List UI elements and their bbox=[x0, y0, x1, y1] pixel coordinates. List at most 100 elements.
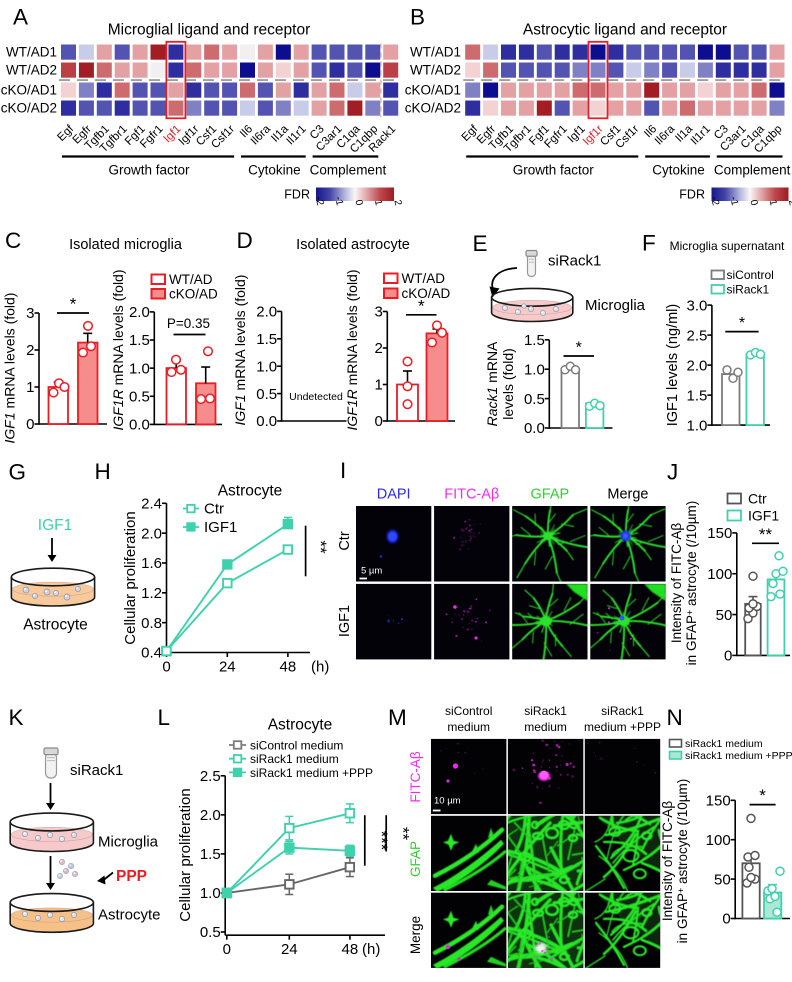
svg-text:0.5: 0.5 bbox=[524, 391, 545, 408]
svg-text:siRack1: siRack1 bbox=[524, 704, 567, 718]
svg-text:cKO/AD: cKO/AD bbox=[402, 286, 451, 301]
svg-text:3.0: 3.0 bbox=[687, 297, 708, 314]
svg-text:150: 150 bbox=[707, 525, 732, 542]
svg-text:FDR: FDR bbox=[284, 188, 310, 202]
svg-text:0.0: 0.0 bbox=[524, 420, 545, 437]
svg-text:24: 24 bbox=[281, 941, 298, 958]
svg-text:150: 150 bbox=[706, 793, 731, 810]
svg-text:1.0: 1.0 bbox=[129, 360, 150, 377]
svg-text:siRack1: siRack1 bbox=[601, 704, 644, 718]
svg-text:Complement: Complement bbox=[714, 163, 791, 178]
svg-text:1.0: 1.0 bbox=[200, 885, 221, 902]
svg-text:WT/AD2: WT/AD2 bbox=[410, 63, 461, 78]
svg-text:IGF1: IGF1 bbox=[204, 519, 237, 536]
svg-text:2: 2 bbox=[374, 340, 382, 357]
svg-text:cKO/AD1: cKO/AD1 bbox=[405, 83, 461, 98]
svg-text:Astrocytic ligand and receptor: Astrocytic ligand and receptor bbox=[523, 22, 727, 39]
svg-text:1.5: 1.5 bbox=[524, 332, 545, 349]
svg-text:3: 3 bbox=[26, 305, 34, 322]
svg-text:IGF1: IGF1 bbox=[38, 517, 72, 534]
svg-text:in GFAP+ astrocyte (/10µm): in GFAP+ astrocyte (/10µm) bbox=[684, 501, 699, 666]
svg-text:GFAP: GFAP bbox=[408, 841, 423, 877]
svg-text:(h): (h) bbox=[362, 941, 380, 958]
svg-text:WT/AD1: WT/AD1 bbox=[6, 45, 57, 60]
svg-text:A: A bbox=[13, 5, 28, 30]
svg-text:IGF1 mRNA levels (fold): IGF1 mRNA levels (fold) bbox=[2, 293, 18, 444]
svg-text:*: * bbox=[759, 786, 766, 805]
svg-text:0: 0 bbox=[724, 648, 732, 665]
svg-text:Isolated astrocyte: Isolated astrocyte bbox=[296, 237, 410, 253]
svg-text:0.4: 0.4 bbox=[141, 645, 162, 662]
svg-text:3: 3 bbox=[374, 304, 382, 321]
svg-text:medium +PPP: medium +PPP bbox=[584, 720, 661, 734]
svg-text:Astrocyte: Astrocyte bbox=[98, 907, 161, 924]
svg-text:0.8: 0.8 bbox=[141, 615, 162, 632]
svg-text:levels (fold): levels (fold) bbox=[500, 348, 516, 420]
svg-text:50: 50 bbox=[714, 871, 731, 888]
svg-text:Ctr: Ctr bbox=[748, 491, 767, 507]
svg-text:siRack1 medium: siRack1 medium bbox=[250, 752, 339, 766]
svg-text:1.2: 1.2 bbox=[141, 585, 162, 602]
svg-text:IGF1 mRNA levels (fold): IGF1 mRNA levels (fold) bbox=[232, 275, 248, 426]
svg-text:WT/AD: WT/AD bbox=[169, 272, 213, 287]
svg-text:48: 48 bbox=[280, 659, 297, 676]
svg-text:2.4: 2.4 bbox=[141, 496, 162, 513]
svg-text:Isolated microglia: Isolated microglia bbox=[69, 237, 183, 253]
svg-text:50: 50 bbox=[716, 607, 733, 624]
svg-text:0.5: 0.5 bbox=[129, 388, 150, 405]
svg-text:(h): (h) bbox=[311, 659, 329, 676]
svg-text:1.0: 1.0 bbox=[256, 358, 277, 375]
svg-text:IGF1: IGF1 bbox=[748, 508, 779, 524]
svg-text:1.0: 1.0 bbox=[524, 361, 545, 378]
svg-text:siControl: siControl bbox=[727, 268, 774, 282]
svg-text:E: E bbox=[473, 231, 488, 256]
svg-text:1: 1 bbox=[26, 379, 34, 396]
svg-text:0: 0 bbox=[722, 911, 730, 928]
svg-text:D: D bbox=[237, 228, 253, 253]
svg-text:Merge: Merge bbox=[408, 916, 423, 954]
svg-text:2.5: 2.5 bbox=[687, 327, 708, 344]
svg-text:0: 0 bbox=[374, 413, 382, 430]
svg-text:siRack1: siRack1 bbox=[727, 283, 770, 297]
svg-text:2.0: 2.0 bbox=[200, 807, 221, 824]
svg-text:siRack1 medium: siRack1 medium bbox=[685, 738, 763, 750]
svg-text:*: * bbox=[70, 295, 77, 314]
svg-text:Astrocyte: Astrocyte bbox=[218, 483, 283, 500]
svg-text:FITC-Aβ: FITC-Aβ bbox=[444, 487, 499, 503]
svg-text:GFAP: GFAP bbox=[531, 487, 570, 503]
svg-text:FDR: FDR bbox=[679, 188, 705, 202]
svg-text:0: 0 bbox=[223, 941, 231, 958]
svg-text:0: 0 bbox=[26, 416, 34, 433]
svg-text:medium: medium bbox=[447, 720, 490, 734]
svg-text:L: L bbox=[158, 705, 171, 730]
svg-text:Astrocyte: Astrocyte bbox=[23, 617, 88, 634]
svg-text:100: 100 bbox=[706, 832, 731, 849]
svg-text:M: M bbox=[388, 705, 407, 730]
svg-text:siControl medium: siControl medium bbox=[250, 739, 343, 753]
svg-text:IGF1R mRNA levels (fold): IGF1R mRNA levels (fold) bbox=[110, 269, 126, 430]
svg-text:Microglial ligand and receptor: Microglial ligand and receptor bbox=[108, 22, 310, 39]
svg-text:cKO/AD2: cKO/AD2 bbox=[405, 101, 461, 116]
svg-text:Microglia supernatant: Microglia supernatant bbox=[670, 239, 785, 253]
svg-text:P=0.35: P=0.35 bbox=[167, 316, 210, 331]
svg-text:Cytokine: Cytokine bbox=[652, 163, 705, 178]
svg-text:FITC-Aβ: FITC-Aβ bbox=[408, 751, 423, 802]
svg-text:J: J bbox=[667, 460, 678, 485]
svg-text:0.5: 0.5 bbox=[256, 386, 277, 403]
svg-text:Cytokine: Cytokine bbox=[248, 163, 301, 178]
svg-text:F: F bbox=[642, 231, 656, 256]
svg-text:siRack1 medium +PPP: siRack1 medium +PPP bbox=[685, 750, 792, 762]
svg-text:2.5: 2.5 bbox=[200, 768, 221, 785]
svg-text:1.5: 1.5 bbox=[200, 846, 221, 863]
svg-text:I: I bbox=[340, 458, 346, 483]
svg-text:2.0: 2.0 bbox=[687, 357, 708, 374]
svg-text:medium: medium bbox=[524, 720, 567, 734]
svg-text:1.5: 1.5 bbox=[129, 332, 150, 349]
svg-text:1.5: 1.5 bbox=[687, 387, 708, 404]
svg-text:IGF1 levels (ng/ml): IGF1 levels (ng/ml) bbox=[665, 304, 681, 426]
svg-text:2.0: 2.0 bbox=[141, 525, 162, 542]
svg-text:PPP: PPP bbox=[116, 868, 147, 885]
svg-text:**: ** bbox=[394, 827, 413, 841]
svg-text:2.0: 2.0 bbox=[256, 304, 277, 321]
svg-text:Ctr: Ctr bbox=[204, 501, 224, 518]
